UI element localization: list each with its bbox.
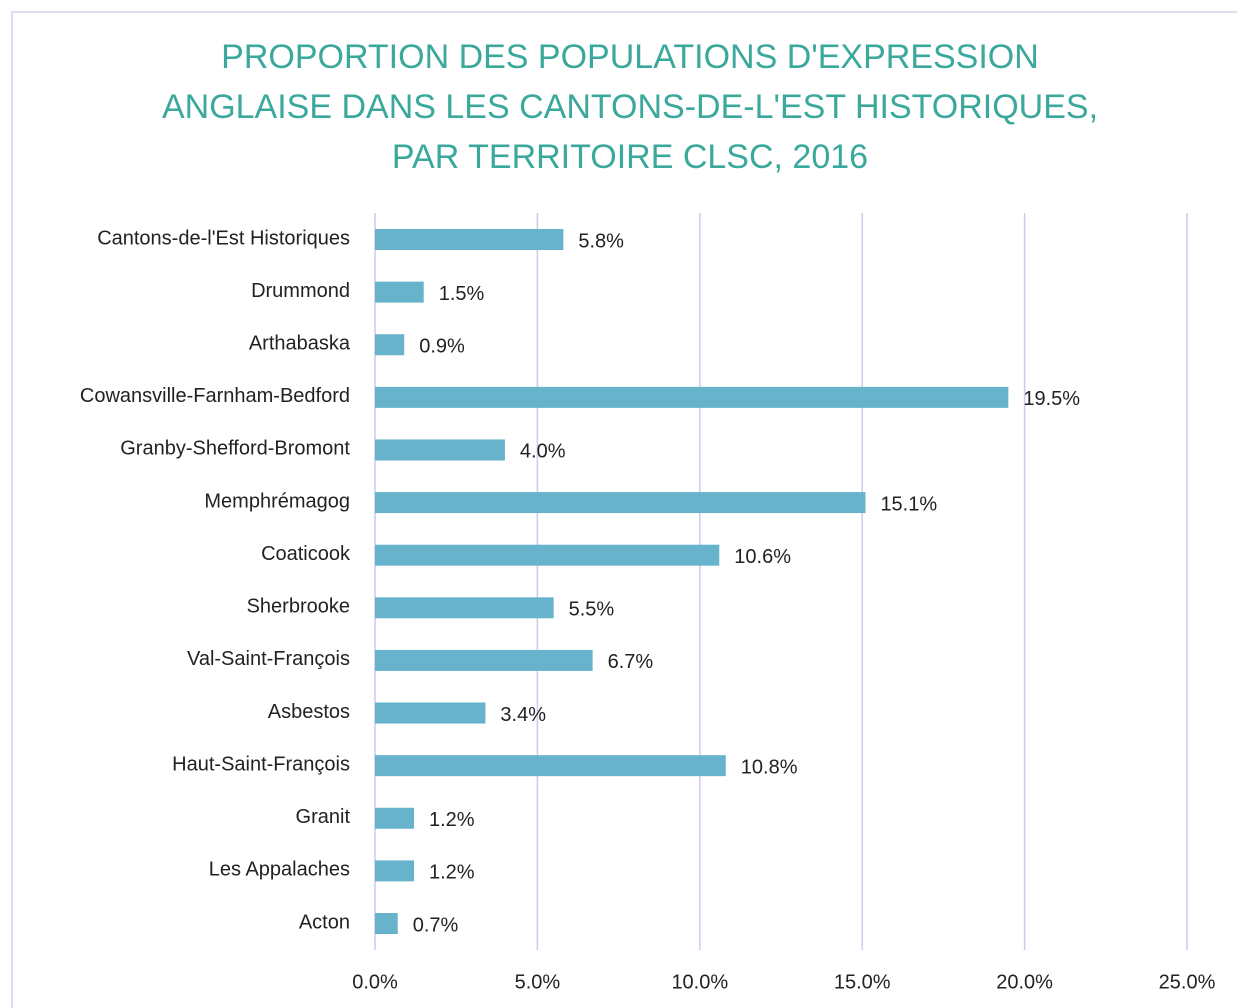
bar — [375, 702, 486, 724]
bar — [375, 334, 405, 356]
y-tick-label: Les Appalaches — [209, 859, 350, 881]
data-label: 5.8% — [578, 230, 624, 252]
data-label: 0.9% — [419, 336, 465, 358]
x-tick-label: 5.0% — [515, 971, 561, 993]
bar — [375, 860, 414, 882]
data-label: 5.5% — [569, 599, 615, 621]
data-label: 6.7% — [608, 651, 654, 673]
data-label: 10.6% — [734, 546, 791, 568]
data-label: 4.0% — [520, 441, 566, 463]
y-tick-label: Cowansville-Farnham-Bedford — [80, 385, 350, 407]
y-tick-label: Haut-Saint-François — [172, 753, 350, 775]
y-tick-label: Asbestos — [268, 701, 350, 723]
chart-title: PAR TERRITOIRE CLSC, 2016 — [392, 138, 868, 176]
bar — [375, 807, 414, 829]
data-label: 1.2% — [429, 862, 475, 884]
x-tick-label: 15.0% — [834, 971, 891, 993]
chart-title: PROPORTION DES POPULATIONS D'EXPRESSION — [221, 38, 1039, 76]
y-tick-label: Granby-Shefford-Bromont — [120, 438, 350, 460]
y-tick-label: Cantons-de-l'Est Historiques — [97, 227, 350, 249]
x-tick-label: 25.0% — [1159, 971, 1216, 993]
y-tick-label: Memphrémagog — [204, 490, 350, 512]
chart-border — [11, 11, 1237, 1008]
bar — [375, 544, 720, 566]
bar — [375, 281, 424, 303]
bar — [375, 913, 398, 934]
y-tick-label: Granit — [296, 806, 351, 828]
y-tick-label: Arthabaska — [249, 333, 351, 355]
bar — [375, 597, 554, 619]
y-tick-label: Val-Saint-François — [187, 648, 350, 670]
data-label: 19.5% — [1023, 388, 1080, 410]
bar — [375, 755, 726, 777]
x-tick-label: 0.0% — [352, 971, 398, 993]
chart-title: ANGLAISE DANS LES CANTONS-DE-L'EST HISTO… — [162, 88, 1098, 126]
data-label: 0.7% — [413, 914, 459, 936]
bar — [375, 386, 1009, 408]
y-tick-label: Acton — [299, 911, 350, 933]
data-label: 1.5% — [439, 283, 485, 305]
x-tick-label: 20.0% — [996, 971, 1053, 993]
data-label: 3.4% — [500, 704, 546, 726]
y-tick-label: Drummond — [251, 280, 350, 302]
bar — [375, 649, 593, 671]
bar — [375, 492, 866, 514]
y-tick-label: Sherbrooke — [247, 596, 350, 618]
data-label: 15.1% — [880, 493, 937, 515]
data-label: 10.8% — [741, 756, 798, 778]
y-tick-label: Coaticook — [261, 543, 351, 565]
bar — [375, 439, 505, 461]
bar — [375, 229, 564, 250]
data-label: 1.2% — [429, 809, 475, 831]
x-tick-label: 10.0% — [671, 971, 728, 993]
